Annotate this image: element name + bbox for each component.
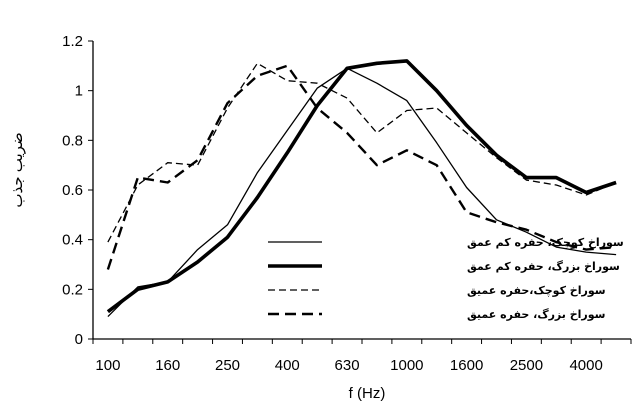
series-line-1 bbox=[107, 67, 617, 318]
y-axis-title: ضریب جذب bbox=[9, 132, 26, 207]
x-tick-label: 160 bbox=[155, 357, 180, 374]
y-tick-label: 1.2 bbox=[62, 33, 83, 50]
series-line-3 bbox=[107, 62, 617, 243]
legend-label-1: سوراخ کوچک، حفره کم عمق bbox=[467, 236, 624, 249]
y-tick-label: 0.8 bbox=[62, 132, 83, 149]
x-tick-label: 250 bbox=[215, 357, 240, 374]
x-tick-label: 1600 bbox=[450, 357, 483, 374]
y-tick-label: 0.4 bbox=[62, 232, 83, 249]
y-tick-label: 0.2 bbox=[62, 281, 83, 298]
x-tick-label: 100 bbox=[95, 357, 120, 374]
legend: سوراخ کوچک، حفره کم عمق سوراخ بزرگ، حفره … bbox=[268, 236, 624, 321]
y-tick-label: 1 bbox=[75, 83, 83, 100]
x-tick-label: 2500 bbox=[510, 357, 543, 374]
x-tick-label: 630 bbox=[335, 357, 360, 374]
y-tick-label: 0 bbox=[75, 331, 83, 348]
legend-label-3: سوراخ کوچک،حفره عمیق bbox=[467, 284, 606, 297]
series-lines bbox=[106, 59, 617, 318]
x-axis-ticks: 100 160 250 400 630 1000 1600 2500 4000 bbox=[92, 339, 632, 374]
series-line-2 bbox=[106, 59, 617, 314]
y-tick-label: 0.6 bbox=[62, 182, 83, 199]
y-axis-ticks: 0 0.2 0.4 0.6 0.8 1 1.2 bbox=[62, 33, 93, 348]
x-tick-label: 400 bbox=[275, 357, 300, 374]
x-tick-label: 4000 bbox=[569, 357, 602, 374]
x-tick-label: 1000 bbox=[390, 357, 423, 374]
legend-label-4: سوراخ بزرگ، حفره عمیق bbox=[467, 307, 605, 321]
legend-label-2: سوراخ بزرگ، حفره کم عمق bbox=[467, 259, 620, 273]
series-line-4 bbox=[106, 64, 617, 270]
x-axis-title: f (Hz) bbox=[349, 385, 386, 402]
